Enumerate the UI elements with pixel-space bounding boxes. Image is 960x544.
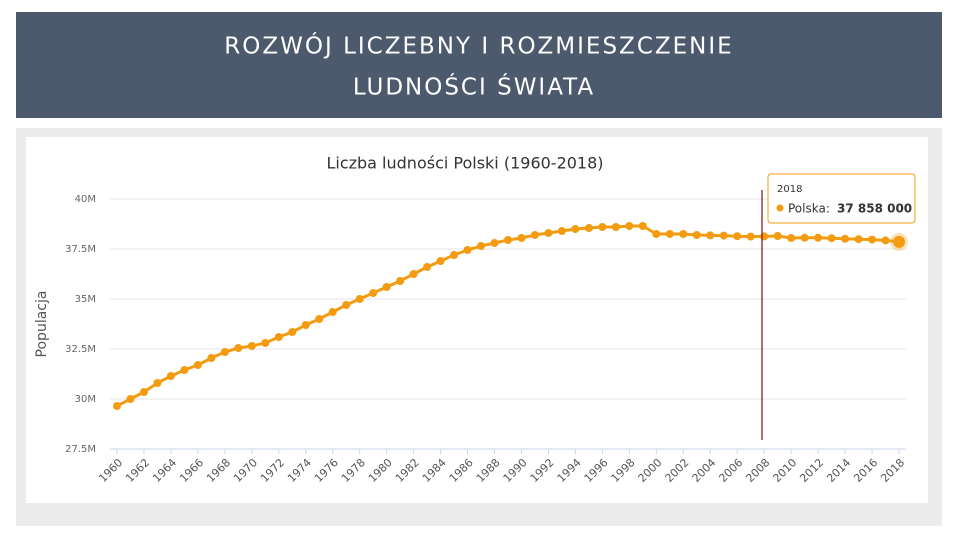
slide-title: ROZWÓJ LICZEBNY I ROZMIESZCZENIE xyxy=(224,32,733,60)
data-point xyxy=(261,339,270,347)
data-point xyxy=(328,308,337,316)
data-point xyxy=(841,234,850,243)
y-tick-label: 37.5M xyxy=(65,244,96,255)
data-point xyxy=(247,342,256,350)
data-point xyxy=(773,232,782,240)
data-point xyxy=(477,242,486,250)
data-point xyxy=(787,234,796,242)
data-point xyxy=(854,235,863,244)
slide-title: LUDNOŚCI ŚWIATA xyxy=(353,73,595,101)
data-point xyxy=(126,395,135,403)
data-point xyxy=(274,333,283,341)
y-tick-label: 27.5M xyxy=(65,444,96,455)
data-point xyxy=(733,232,742,241)
y-tick-label: 30M xyxy=(75,394,96,405)
tooltip-value: 37 858 000 xyxy=(837,202,912,216)
data-point xyxy=(234,344,243,352)
data-point xyxy=(288,328,297,336)
y-tick-label: 32.5M xyxy=(65,344,96,355)
data-point xyxy=(544,229,553,237)
data-point xyxy=(652,230,661,238)
data-point xyxy=(490,239,499,247)
data-point xyxy=(342,301,351,309)
data-point xyxy=(814,233,823,242)
data-point xyxy=(557,227,566,235)
tooltip-box xyxy=(767,173,916,224)
header-bar xyxy=(16,12,942,118)
data-point xyxy=(827,234,836,243)
data-point xyxy=(881,236,890,245)
y-tick-label: 40M xyxy=(75,194,96,205)
data-point xyxy=(436,257,445,265)
data-point xyxy=(423,263,432,271)
data-point xyxy=(584,224,593,232)
data-point xyxy=(382,283,391,291)
data-point xyxy=(611,223,620,231)
tooltip: 2018 Polska: 37 858 000 xyxy=(767,173,916,224)
data-point xyxy=(760,232,769,241)
chart-title: Liczba ludności Polski (1960-2018) xyxy=(326,154,603,173)
data-point xyxy=(207,354,216,362)
data-point xyxy=(139,388,148,396)
data-point xyxy=(746,232,755,241)
data-point xyxy=(504,236,512,244)
tooltip-dot xyxy=(776,204,784,212)
data-point xyxy=(692,231,701,239)
data-point xyxy=(166,372,175,380)
data-point xyxy=(598,223,607,231)
data-point xyxy=(890,232,908,251)
data-point xyxy=(800,233,809,242)
data-point xyxy=(517,234,526,242)
tooltip-label: Polska: xyxy=(788,202,830,216)
data-point xyxy=(719,231,728,240)
data-point xyxy=(396,277,405,285)
tooltip-title: 2018 xyxy=(777,184,802,195)
data-point xyxy=(153,379,162,387)
data-point xyxy=(450,251,459,259)
data-point xyxy=(571,225,580,233)
data-point xyxy=(679,230,688,238)
y-tick-label: 35M xyxy=(75,294,96,305)
data-point xyxy=(355,295,364,303)
y-axis-label: Populacja xyxy=(34,291,50,358)
data-point xyxy=(625,222,634,230)
data-point xyxy=(409,270,418,278)
data-point xyxy=(638,222,647,230)
data-point xyxy=(706,231,715,240)
data-point xyxy=(665,230,674,238)
data-point xyxy=(220,348,229,356)
data-point xyxy=(315,315,324,323)
data-point xyxy=(301,321,310,329)
data-point xyxy=(193,361,202,369)
data-point xyxy=(463,246,472,254)
data-point xyxy=(530,231,539,239)
data-point xyxy=(180,366,189,374)
data-point xyxy=(369,289,378,297)
data-point xyxy=(113,402,121,410)
data-point xyxy=(868,235,877,244)
